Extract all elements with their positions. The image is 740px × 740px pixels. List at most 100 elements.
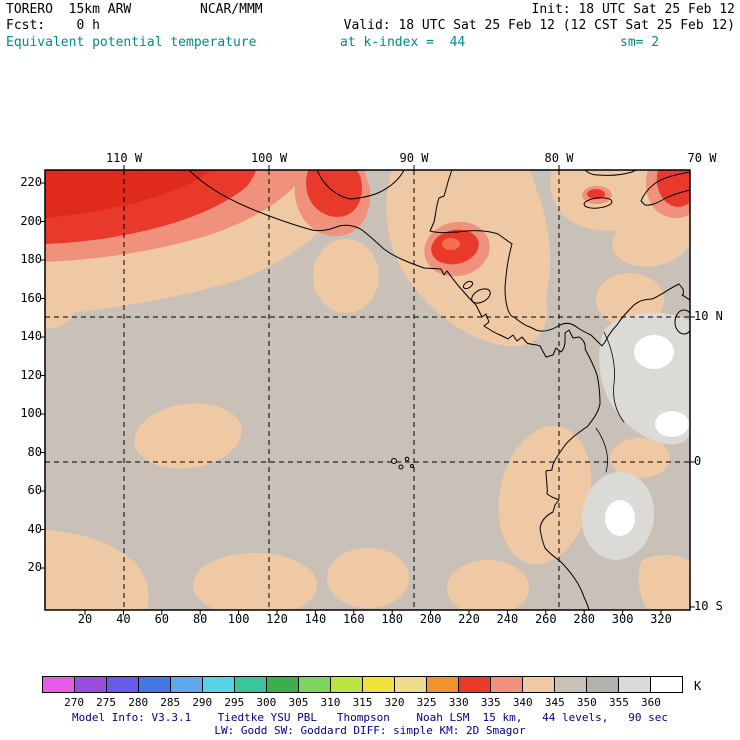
colorbar-cell: [523, 677, 555, 692]
colorbar-cell: [171, 677, 203, 692]
x-axis-label: 300: [611, 612, 634, 626]
colorbar-tick: 345: [544, 696, 565, 709]
galapagos-island: [410, 464, 414, 468]
colorbar-cell: [139, 677, 171, 692]
x-axis-label: 140: [304, 612, 327, 626]
colorbar-tick: 315: [352, 696, 373, 709]
colorbar-tick: 305: [288, 696, 309, 709]
field-title: Equivalent potential temperature: [6, 35, 257, 50]
colorbar-tick: 330: [448, 696, 469, 709]
x-axis-label: 80: [192, 612, 208, 626]
x-axis-label: 320: [650, 612, 672, 626]
gulf-campeche-coastline: [316, 170, 405, 200]
latitude-label: 10 N: [694, 309, 723, 323]
colorbar-cell: [267, 677, 299, 692]
galapagos-island: [391, 458, 397, 464]
y-axis-label: 200: [20, 213, 42, 228]
x-axis-label: 200: [419, 612, 442, 626]
colorbar-tick: 275: [96, 696, 117, 709]
x-axis-label: 260: [534, 612, 557, 626]
y-axis-label: 120: [20, 367, 42, 382]
inland-border-line: [603, 331, 625, 423]
colorbar-cell: [299, 677, 331, 692]
model-id: TORERO 15km ARW: [6, 2, 132, 17]
colorbar-tick: 350: [576, 696, 597, 709]
caribbean-coastline: [429, 170, 690, 347]
colorbar-tick: 290: [192, 696, 213, 709]
y-axis-label: 60: [27, 483, 42, 497]
y-axis-label: 160: [20, 290, 42, 305]
colorbar-cell: [555, 677, 587, 692]
jamaica-outline: [583, 197, 613, 209]
colorbar-cell: [363, 677, 395, 692]
field-layer: [45, 170, 690, 610]
longitude-label: 70 W: [687, 151, 717, 165]
x-axis-label: 60: [154, 612, 170, 626]
colorbar-cell: [427, 677, 459, 692]
y-axis-label: 20: [27, 560, 42, 574]
colorbar-cell: [651, 677, 682, 692]
colorbar-cell: [203, 677, 235, 692]
axis-ticks: [40, 165, 695, 615]
longitude-label: 110 W: [105, 151, 143, 165]
colorbar-tick: 340: [512, 696, 533, 709]
colorbar-cell: [75, 677, 107, 692]
colorbar-cell: [459, 677, 491, 692]
galapagos-island: [404, 456, 410, 462]
colorbar-tick: 300: [256, 696, 277, 709]
colorbar-cell: [491, 677, 523, 692]
pacific-coastline: [188, 170, 601, 610]
y-axis-label: 80: [27, 444, 42, 459]
x-axis-label: 220: [458, 612, 480, 626]
colorbar-tick: 285: [160, 696, 181, 709]
colorbar-cell: [587, 677, 619, 692]
latitude-label: 0: [694, 454, 702, 468]
y-axis-label: 100: [20, 406, 42, 420]
coastlines: [188, 170, 690, 610]
latitude-label: 10 S: [694, 599, 723, 613]
longitude-label: 100 W: [250, 151, 288, 165]
x-axis-label: 180: [381, 612, 404, 626]
colorbar-tick: 320: [384, 696, 405, 709]
lake-nicaragua-outline: [471, 288, 491, 304]
y-axis-label: 180: [20, 252, 42, 266]
colorbar-cell: [235, 677, 267, 692]
field-level: at k-index = 44: [340, 35, 466, 50]
y-axis-label: 140: [20, 329, 42, 343]
galapagos-island: [398, 464, 404, 470]
y-axis-label: 220: [20, 175, 42, 189]
colorbar-cell: [107, 677, 139, 692]
x-axis-label: 100: [227, 612, 250, 626]
lake-managua-outline: [462, 280, 474, 290]
x-axis-label: 120: [266, 612, 288, 626]
init-time: Init: 18 UTC Sat 25 Feb 12: [531, 2, 736, 17]
x-axis-label: 20: [77, 612, 93, 626]
latlon-gridlines: [45, 170, 690, 610]
colorbar-scale: [42, 676, 683, 693]
inland-border-line: [595, 427, 608, 473]
colorbar-tick: 335: [480, 696, 501, 709]
colorbar-tick: 280: [128, 696, 149, 709]
colorbar-cell: [331, 677, 363, 692]
physics-info-line: LW: Godd SW: Goddard DIFF: simple KM: 2D…: [214, 724, 526, 737]
model-center: NCAR/MMM: [200, 2, 263, 17]
colorbar-cell: [43, 677, 75, 692]
colorbar-unit: K: [694, 679, 702, 693]
hispaniola-outline: [640, 171, 690, 206]
colorbar-cell: [619, 677, 651, 692]
colorbar-tick: 325: [416, 696, 437, 709]
x-axis-label: 240: [496, 612, 519, 626]
lake-maracaibo-outline: [674, 309, 690, 335]
x-axis-label: 40: [116, 612, 131, 626]
smoothing-label: sm= 2: [620, 35, 660, 50]
colorbar-tick: 270: [64, 696, 84, 709]
colorbar-tick-labels: 270 275 280 285 290 295 300 305 310 315 320 325 330 3…: [0, 696, 740, 709]
colorbar-tick: 310: [320, 696, 341, 709]
colorbar-tick: 295: [224, 696, 245, 709]
colorbar-tick: 355: [608, 696, 629, 709]
y-axis-label: 40: [27, 521, 42, 536]
forecast-hour: Fcst: 0 h: [6, 18, 100, 33]
model-info-line: Model Info: V3.3.1 Tiedtke YSU PBL Thomp…: [71, 711, 669, 724]
